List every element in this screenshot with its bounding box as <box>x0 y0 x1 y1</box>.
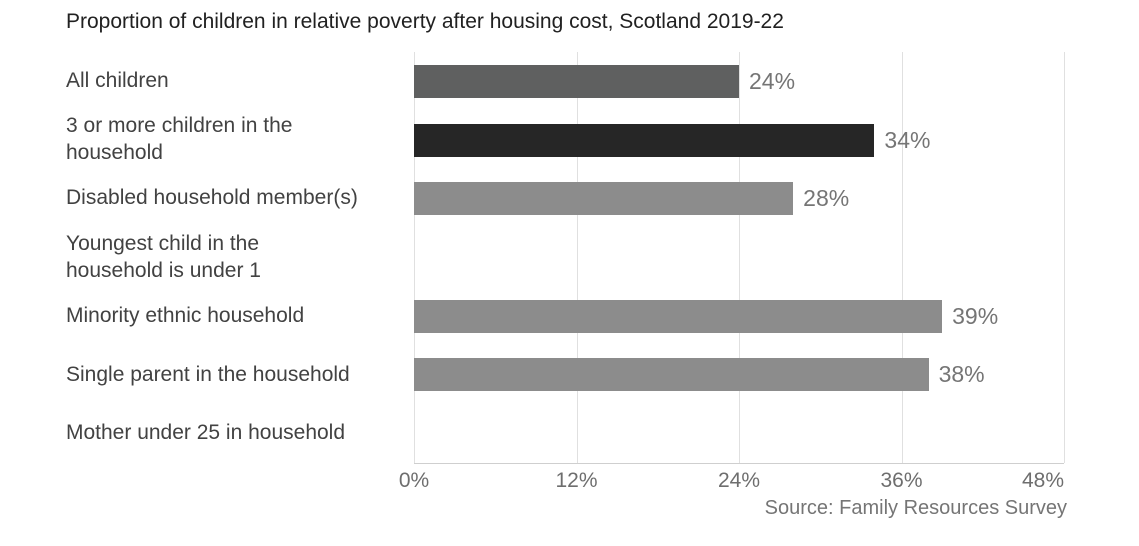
category-label-row: Disabled household member(s) <box>66 169 414 228</box>
category-label-row: Minority ethnic household <box>66 287 414 346</box>
bar-row: 34% <box>414 111 1064 170</box>
category-label: Mother under 25 in household <box>66 421 346 445</box>
gridline <box>901 52 903 463</box>
bar[interactable] <box>414 182 794 216</box>
category-label: 3 or more children in the household <box>66 114 293 165</box>
bar-row: 24% <box>414 52 1064 111</box>
x-tick-label: 0% <box>398 469 430 492</box>
category-label-row: All children <box>66 52 414 111</box>
category-axis: All children 3 or more children in the ho… <box>66 52 414 463</box>
x-tick-label: 36% <box>880 469 923 492</box>
bar[interactable] <box>414 64 739 98</box>
source-note: Source: Family Resources Survey <box>764 497 1067 519</box>
x-axis: 0% 12% 24% 36% 48% <box>399 469 1064 495</box>
category-label-row: Single parent in the household <box>66 346 414 405</box>
bar-row <box>414 228 1064 287</box>
bar-value-label: 34% <box>884 126 931 153</box>
category-label-row: Youngest child in the household is under… <box>66 228 414 287</box>
category-label: Single parent in the household <box>66 362 350 386</box>
bar-value-label: 24% <box>749 67 796 94</box>
bar-value-label: 39% <box>952 302 999 329</box>
x-tick-label: 24% <box>717 469 761 492</box>
bar-value-label: 38% <box>938 361 985 388</box>
gridline <box>739 52 740 463</box>
category-label: Youngest child in the household is under… <box>66 231 261 282</box>
bar-rows: 24% 34% 28% 39% 38% <box>414 52 1064 463</box>
category-label-row: 3 or more children in the household <box>66 111 414 170</box>
bar[interactable] <box>414 299 943 333</box>
category-label: Minority ethnic household <box>66 303 305 327</box>
bar-row: 39% <box>414 287 1064 346</box>
bar-value-label: 28% <box>803 185 850 212</box>
gridline <box>576 52 578 463</box>
gridlines <box>414 52 1065 463</box>
bar[interactable] <box>414 123 875 157</box>
category-label: All children <box>66 68 169 92</box>
x-tick-label: 12% <box>555 469 598 492</box>
plot-area: 24% 34% 28% 39% 38% <box>414 52 1065 464</box>
bar-row: 28% <box>414 169 1064 228</box>
gridline <box>414 52 415 463</box>
bar-row: 38% <box>414 346 1064 405</box>
gridline <box>1064 52 1065 463</box>
chart-title: Proportion of children in relative pover… <box>66 10 784 33</box>
category-label-row: Mother under 25 in household <box>66 404 414 463</box>
category-label: Disabled household member(s) <box>66 186 358 210</box>
bar[interactable] <box>414 358 929 392</box>
x-tick-label: 48% <box>1021 469 1064 492</box>
bar-row <box>414 404 1064 463</box>
